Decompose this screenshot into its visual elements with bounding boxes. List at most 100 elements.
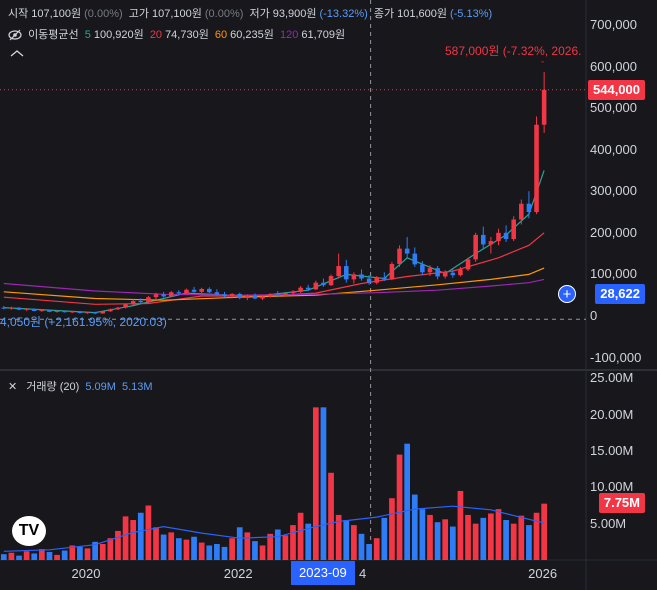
close-icon[interactable]: ✕	[8, 381, 18, 393]
candle-body	[397, 248, 402, 264]
close-label: 종가	[373, 8, 395, 20]
volume-bar	[442, 519, 449, 560]
volume-bar	[0, 554, 7, 560]
candle-body	[184, 289, 189, 294]
volume-bar	[343, 520, 350, 560]
volume-bar	[107, 538, 114, 560]
volume-bar	[457, 490, 464, 560]
open-value: 107,100원	[31, 8, 82, 20]
candle-body	[298, 287, 303, 292]
volume-bar	[130, 520, 137, 560]
volume-bar	[305, 523, 312, 560]
volume-bar	[122, 516, 129, 560]
volume-bar	[39, 549, 45, 560]
candle-body	[313, 282, 319, 290]
add-alert-icon[interactable]: +	[558, 285, 576, 303]
volume-bar	[198, 542, 205, 560]
volume-bar	[389, 498, 395, 560]
ma5-value: 100,920원	[93, 29, 144, 41]
eye-icon[interactable]	[8, 29, 22, 41]
candle-body	[222, 294, 227, 296]
ma-line-120	[3, 278, 545, 296]
volume-bar	[236, 527, 243, 560]
volume-bar	[84, 548, 91, 560]
volume-bar	[214, 544, 220, 560]
candle-body	[1, 307, 7, 309]
candle-body	[290, 291, 296, 294]
candle-body	[496, 232, 501, 242]
volume-bar	[252, 541, 258, 560]
candle-body	[153, 294, 159, 298]
volume-bar	[221, 546, 228, 560]
ma5-period: 5	[84, 29, 91, 41]
volume-bar	[373, 538, 380, 560]
candle-body	[389, 263, 395, 280]
volume-bar	[206, 545, 213, 560]
tradingview-logo[interactable]: TV	[12, 516, 46, 546]
candle-body	[480, 234, 486, 245]
open-label: 시작	[8, 8, 29, 20]
candle-body	[359, 274, 364, 279]
last-price-tag: 544,000	[588, 80, 645, 100]
candle-body	[305, 287, 311, 290]
volume-bar	[358, 533, 365, 560]
candle-body	[519, 203, 524, 220]
candle-body	[260, 296, 265, 299]
volume-bar	[312, 407, 319, 560]
candle-body	[382, 277, 387, 280]
price-tick-label: 500,000	[590, 100, 637, 116]
crosshair-price-tag: 28,622	[595, 284, 645, 304]
collapse-legend-button[interactable]	[10, 48, 24, 60]
candle-body	[328, 276, 334, 286]
high-label: 고가	[128, 8, 149, 20]
high-marker: ˇ	[541, 60, 544, 70]
price-tick-label: -100,000	[590, 349, 642, 365]
volume-bar	[335, 514, 342, 560]
candle-body	[351, 274, 357, 280]
candle-body	[108, 309, 113, 312]
candle-body	[115, 307, 121, 310]
candle-body	[207, 288, 212, 293]
volume-bar	[366, 544, 372, 560]
volume-bar	[503, 520, 509, 560]
candle-body	[427, 268, 433, 273]
price-tick-label: 700,000	[590, 16, 637, 32]
volume-tick-label: 15.00M	[590, 442, 634, 458]
candle-body	[245, 295, 250, 299]
candle-body	[47, 310, 52, 312]
close-value: 101,600원	[397, 8, 447, 20]
price-tick-label: 100,000	[590, 266, 637, 282]
crosshair-time-label: 2023-09	[291, 561, 355, 585]
candle-body	[343, 266, 349, 280]
candle-body	[442, 272, 448, 277]
candle-body	[374, 277, 379, 283]
volume-bar	[488, 513, 494, 560]
price-tick-label: 400,000	[590, 141, 637, 157]
candle-body	[283, 293, 288, 296]
candle-body	[191, 289, 197, 292]
candle-body	[473, 234, 478, 260]
candle-body	[146, 297, 151, 303]
candle-body	[92, 312, 98, 314]
volume-bar	[274, 529, 281, 560]
volume-bar	[510, 523, 517, 560]
volume-bar	[541, 503, 547, 560]
ma120-period: 120	[279, 29, 299, 41]
candle-body	[458, 269, 463, 276]
volume-bar	[16, 555, 22, 560]
volume-bar	[404, 443, 411, 560]
ma60-period: 60	[214, 29, 228, 41]
volume-bar	[153, 527, 159, 560]
candle-body	[77, 311, 83, 314]
volume-bar	[61, 550, 68, 560]
volume-bar	[160, 534, 167, 560]
candle-body	[526, 203, 532, 213]
candle-body	[503, 232, 509, 240]
ma-line-5	[3, 170, 545, 314]
candle-body	[465, 259, 471, 270]
volume-tick-label: 20.00M	[590, 406, 634, 422]
ma20-period: 20	[149, 29, 163, 41]
volume-bar	[137, 512, 144, 560]
candle-body	[511, 219, 516, 240]
